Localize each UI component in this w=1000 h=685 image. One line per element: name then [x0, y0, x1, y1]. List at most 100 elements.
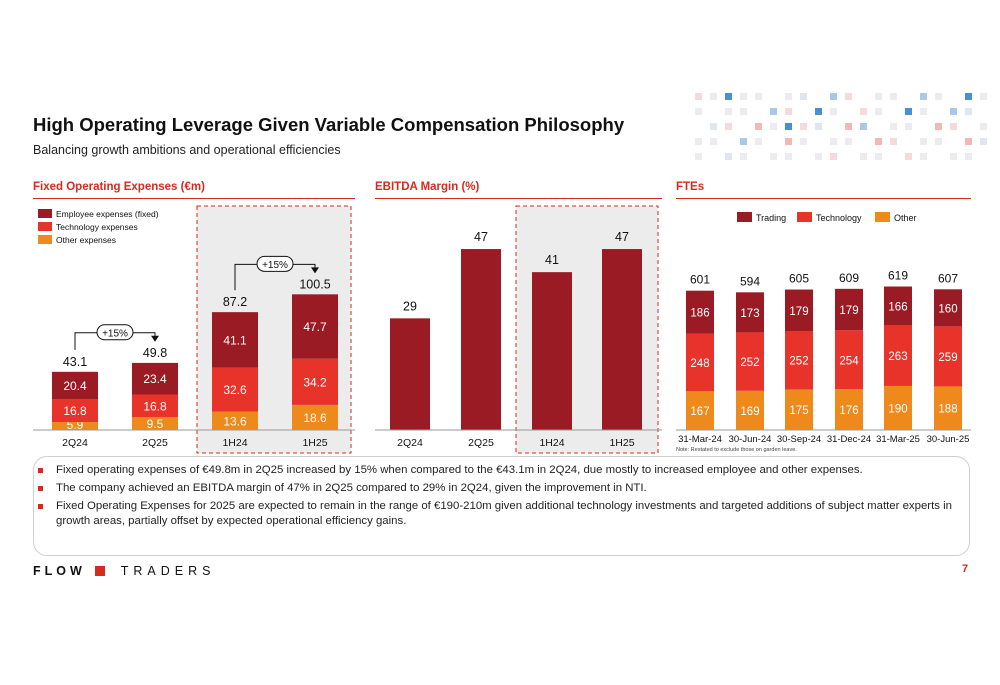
decorative-pixel [830, 138, 837, 145]
decorative-pixel [725, 108, 732, 115]
decorative-pixel [890, 138, 897, 145]
decorative-pixel [725, 93, 732, 100]
opex-data-label: 34.2 [303, 375, 327, 389]
fte-note: Note: Restated to exclude those on garde… [676, 447, 797, 453]
fte-data-label: 252 [740, 357, 759, 369]
decorative-pixel [935, 123, 942, 130]
decorative-pixel [785, 108, 792, 115]
decorative-pixel [875, 108, 882, 115]
decorative-pixel [695, 108, 702, 115]
decorative-pixel [725, 153, 732, 160]
opex-legend-swatch [38, 235, 52, 244]
ebitda-value-label: 29 [403, 299, 417, 313]
fte-data-label: 254 [839, 355, 859, 367]
decorative-pixel [785, 138, 792, 145]
opex-data-label: 9.5 [147, 417, 164, 431]
opex-legend-label: Technology expenses [56, 222, 138, 232]
decorative-pixel [950, 153, 957, 160]
decorative-pixel [905, 153, 912, 160]
decorative-pixel-pattern [695, 93, 987, 160]
ebitda-title-rule [375, 198, 662, 199]
fte-bar-segment [934, 386, 962, 430]
decorative-pixel [980, 93, 987, 100]
opex-data-label: 16.8 [63, 404, 87, 418]
decorative-pixel [935, 138, 942, 145]
opex-chart-title: Fixed Operating Expenses (€m) [33, 181, 205, 193]
decorative-pixel [695, 93, 702, 100]
ebitda-category-label: 1H25 [609, 437, 634, 449]
fte-legend-label: Technology [816, 213, 862, 223]
decorative-pixel [725, 123, 732, 130]
opex-bar-segment [212, 367, 258, 412]
opex-category-label: 2Q24 [62, 437, 88, 449]
decorative-pixel [935, 93, 942, 100]
decorative-pixel [890, 123, 897, 130]
decorative-pixel [815, 123, 822, 130]
fte-legend-swatch [875, 212, 890, 222]
fte-bar-segment [785, 331, 813, 390]
fte-bar-segment [884, 324, 912, 386]
fte-legend-swatch [797, 212, 812, 222]
opex-data-label: 32.6 [223, 383, 247, 397]
decorative-pixel [755, 123, 762, 130]
decorative-pixel [890, 93, 897, 100]
decorative-pixel [860, 153, 867, 160]
decorative-pixel [695, 138, 702, 145]
decorative-pixel [920, 108, 927, 115]
fte-legend-label: Other [894, 213, 917, 223]
opex-category-label: 1H25 [302, 437, 327, 449]
decorative-pixel [740, 153, 747, 160]
decorative-pixel [920, 93, 927, 100]
fte-data-label: 169 [740, 406, 759, 418]
opex-bar-segment [292, 294, 338, 359]
opex-growth-arrowhead [311, 267, 319, 274]
opex-data-label: 16.8 [143, 399, 167, 413]
fte-category-label: 31-Dec-24 [827, 434, 871, 445]
ebitda-bar [602, 249, 642, 430]
fte-category-label: 30-Jun-25 [927, 434, 970, 445]
opex-bar-segment [52, 399, 98, 423]
opex-category-label: 2Q25 [142, 437, 168, 449]
opex-bar-segment [212, 411, 258, 430]
fte-bar-segment [835, 330, 863, 390]
fte-category-label: 31-Mar-24 [678, 434, 722, 445]
fte-data-label: 176 [839, 405, 858, 417]
fte-bar-segment [835, 389, 863, 430]
fte-data-label: 160 [938, 303, 957, 315]
decorative-pixel [950, 123, 957, 130]
opex-growth-arrowhead [151, 335, 159, 342]
decorative-pixel [860, 108, 867, 115]
fte-data-label: 173 [740, 308, 759, 320]
ebitda-category-label: 2Q24 [397, 437, 423, 449]
decorative-pixel [845, 123, 852, 130]
decorative-pixel [785, 123, 792, 130]
decorative-pixel [875, 153, 882, 160]
opex-growth-label: +15% [262, 260, 288, 271]
ebitda-bar [532, 272, 572, 430]
fte-data-label: 179 [839, 305, 858, 317]
decorative-pixel [875, 93, 882, 100]
fte-total-label: 601 [690, 273, 710, 287]
decorative-pixel [980, 123, 987, 130]
page-title: High Operating Leverage Given Variable C… [33, 114, 625, 135]
opex-growth-pill [256, 255, 294, 272]
fte-total-label: 605 [789, 272, 809, 286]
opex-growth-pill [96, 324, 134, 341]
opex-data-label: 47.7 [303, 320, 327, 334]
decorative-pixel [875, 138, 882, 145]
fte-category-label: 30-Sep-24 [777, 434, 821, 445]
fte-data-label: 167 [690, 406, 709, 418]
decorative-pixel [830, 93, 837, 100]
decorative-pixel [920, 138, 927, 145]
ebitda-value-label: 41 [545, 253, 559, 267]
opex-legend-label: Other expenses [56, 235, 116, 245]
fte-total-label: 594 [740, 274, 760, 288]
opex-data-label: 18.6 [303, 411, 327, 425]
ebitda-bar [390, 318, 430, 430]
opex-bar-segment [132, 362, 178, 395]
bullet-ebitda: The company achieved an EBITDA margin of… [38, 481, 955, 496]
fte-data-label: 259 [938, 352, 957, 364]
fte-bar-segment [736, 292, 764, 333]
decorative-pixel [800, 123, 807, 130]
fte-data-label: 175 [789, 405, 808, 417]
